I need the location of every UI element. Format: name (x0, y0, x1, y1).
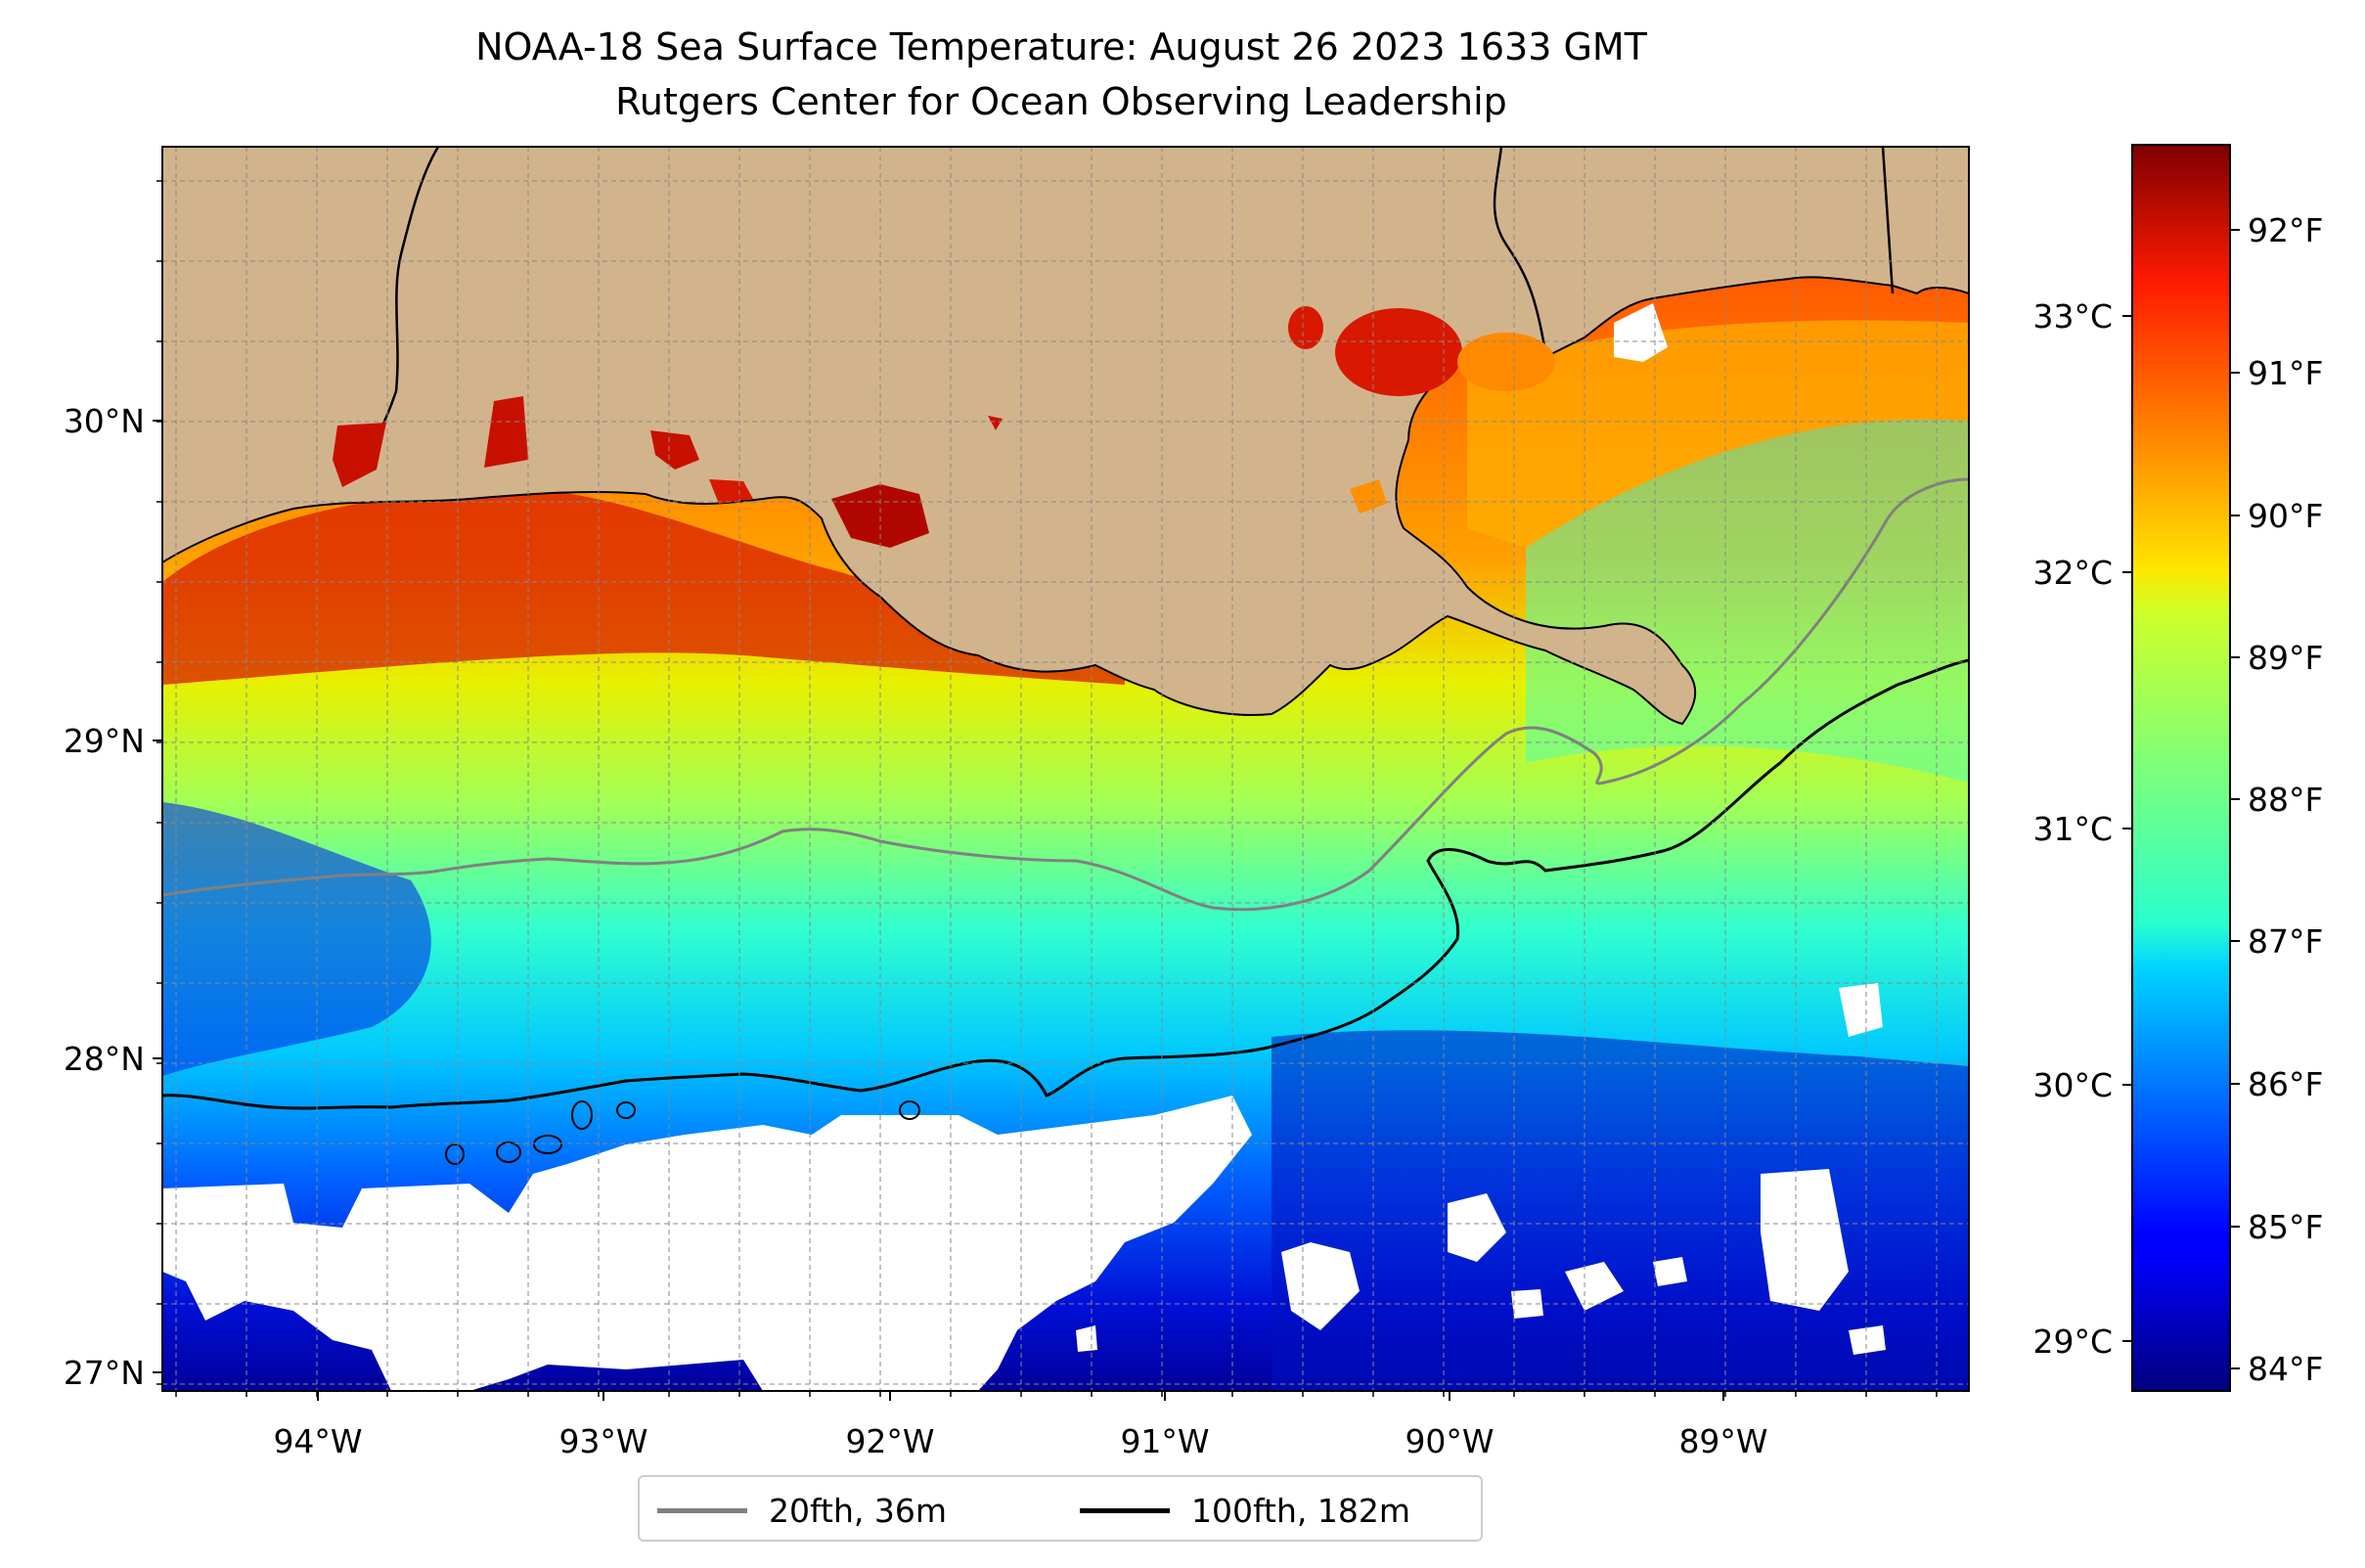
legend-swatch-20fth (657, 1507, 747, 1513)
colorbar-fahrenheit-label: 84°F (2248, 1350, 2323, 1388)
state-border-la-ms (1493, 147, 1547, 353)
lat-tick-label: 28°N (64, 1040, 145, 1078)
lat-tick-label: 27°N (64, 1354, 145, 1392)
map-body (162, 147, 1969, 1391)
lon-tick-label: 94°W (273, 1422, 362, 1460)
no-data-cloud-mask (162, 303, 1886, 1391)
legend-label: 20fth, 36m (769, 1491, 947, 1530)
colorbar-fahrenheit-label: 87°F (2248, 922, 2323, 961)
legend-label: 100fth, 182m (1191, 1491, 1410, 1530)
legend-item-20fth: 20fth, 36m (657, 1489, 947, 1532)
map-title: NOAA-18 Sea Surface Temperature: August … (475, 25, 1647, 68)
state-border-ms-al (1881, 147, 1895, 294)
colorbar (2131, 144, 2231, 1392)
cool-water-west (162, 802, 431, 1076)
colorbar-fahrenheit-label: 88°F (2248, 781, 2323, 819)
colorbar-fahrenheit-label: 92°F (2248, 211, 2323, 249)
celsius-tick-marks (2122, 315, 2132, 1342)
lat-tick-label: 29°N (64, 722, 145, 760)
map-frame (161, 146, 1970, 1392)
colorbar-celsius-label: 30°C (2032, 1066, 2113, 1104)
colorbar-celsius-label: 32°C (2032, 554, 2113, 592)
longitude-tick-marks (317, 1391, 1724, 1401)
minor-ticks (156, 180, 1938, 1397)
lon-tick-label: 92°W (845, 1422, 934, 1460)
lon-tick-label: 91°W (1120, 1422, 1209, 1460)
lon-tick-label: 89°W (1678, 1422, 1767, 1460)
colorbar-celsius-label: 31°C (2032, 810, 2113, 848)
colorbar-fahrenheit-label: 89°F (2248, 639, 2323, 677)
fahrenheit-tick-marks (2230, 229, 2240, 1369)
lat-tick-label: 30°N (64, 402, 145, 440)
isobath-100fth-line (162, 658, 1969, 1110)
colorbar-celsius-label: 33°C (2032, 297, 2113, 336)
legend-item-100fth: 100fth, 182m (1080, 1489, 1410, 1532)
legend-swatch-100fth (1080, 1507, 1170, 1513)
lat-lon-gridlines (162, 147, 1969, 1391)
warm-nearshore-water (162, 489, 1125, 685)
isobath-20fth-line (162, 477, 1969, 912)
isobath-legend: 20fth, 36m 100fth, 182m (638, 1475, 1483, 1542)
lon-tick-label: 93°W (558, 1422, 647, 1460)
colorbar-fahrenheit-label: 91°F (2248, 354, 2323, 392)
colorbar-fahrenheit-label: 86°F (2248, 1065, 2323, 1103)
map-subtitle: Rutgers Center for Ocean Observing Leade… (615, 80, 1507, 123)
colorbar-fahrenheit-label: 85°F (2248, 1208, 2323, 1246)
isobath-100fth-islands (445, 1100, 920, 1165)
warm-water-east (1467, 320, 1969, 548)
lon-tick-label: 90°W (1405, 1422, 1494, 1460)
colorbar-fahrenheit-label: 90°F (2248, 497, 2323, 535)
inland-water-bodies (333, 306, 1555, 548)
latitude-tick-marks (153, 420, 162, 1373)
colorbar-celsius-label: 29°C (2032, 1322, 2113, 1361)
